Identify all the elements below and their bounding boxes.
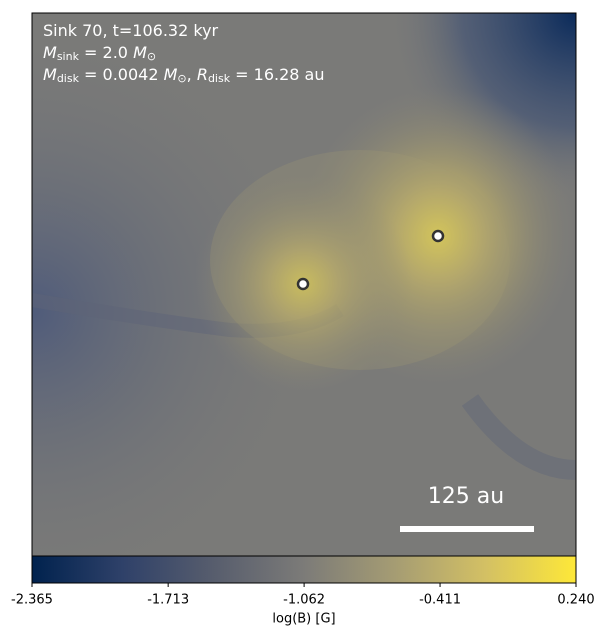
annotation-line: Sink 70, t=106.32 kyr <box>43 21 219 40</box>
colorbar-tick-label: -1.062 <box>283 593 325 608</box>
colorbar <box>31 555 577 584</box>
sink-marker <box>296 277 310 291</box>
scale-bar-label: 125 au <box>428 484 504 509</box>
annotation-text: = 0.0042 <box>79 65 164 84</box>
colorbar-tick-label: -1.713 <box>147 593 189 608</box>
colorbar-label: log(B) [G] <box>272 612 335 627</box>
annotation-text: disk <box>208 72 231 85</box>
annotation-text: ⊙ <box>177 72 186 85</box>
annotation-text: sink <box>57 50 80 63</box>
annotation-text: disk <box>57 72 80 85</box>
annotation-text: M <box>43 65 57 84</box>
annotation-text: M <box>164 65 178 84</box>
scale-bar <box>400 526 534 532</box>
annotation-text: R <box>197 65 208 84</box>
annotation-line: Mdisk = 0.0042 M⊙, Rdisk = 16.28 au <box>43 65 325 86</box>
annotation-text: , <box>187 65 197 84</box>
annotation-text: = 16.28 au <box>230 65 324 84</box>
annotation-text: M <box>43 43 57 62</box>
annotation-text: = 2.0 <box>79 43 133 62</box>
annotation-line: Msink = 2.0 M⊙ <box>43 43 156 64</box>
colorbar-tick-label: 0.240 <box>557 593 594 608</box>
annotation-text: ⊙ <box>147 50 156 63</box>
colorbar-tick-label: -0.411 <box>419 593 461 608</box>
sink-marker <box>431 229 445 243</box>
annotation-text: M <box>133 43 147 62</box>
annotation-text: Sink 70, t=106.32 kyr <box>43 21 219 40</box>
colorbar-tick-label: -2.365 <box>11 593 53 608</box>
